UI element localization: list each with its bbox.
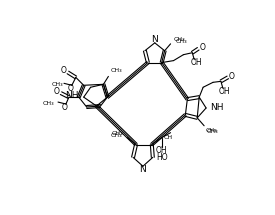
Text: CH₃: CH₃	[206, 128, 218, 133]
Text: O: O	[68, 84, 74, 93]
Text: N: N	[152, 35, 158, 44]
Text: OH: OH	[190, 58, 202, 67]
Text: CH₃: CH₃	[112, 131, 123, 136]
Text: OH: OH	[156, 146, 167, 155]
Text: CH₃: CH₃	[110, 68, 122, 74]
Text: CH: CH	[164, 135, 173, 140]
Text: CH₃: CH₃	[174, 37, 185, 42]
Text: O: O	[54, 87, 60, 96]
Text: OH: OH	[219, 87, 231, 96]
Text: O: O	[62, 103, 68, 112]
Text: CH₃: CH₃	[51, 82, 63, 87]
Text: NH: NH	[210, 103, 224, 112]
Text: CH₃: CH₃	[42, 101, 54, 106]
Text: O: O	[199, 43, 205, 52]
Text: CH₃: CH₃	[207, 129, 219, 134]
Text: HO: HO	[156, 153, 167, 162]
Text: N: N	[139, 165, 146, 174]
Text: NH: NH	[65, 91, 79, 100]
Text: O: O	[61, 66, 67, 75]
Text: CH₃: CH₃	[111, 133, 122, 138]
Text: O: O	[229, 72, 235, 81]
Text: CH₃: CH₃	[175, 39, 187, 44]
